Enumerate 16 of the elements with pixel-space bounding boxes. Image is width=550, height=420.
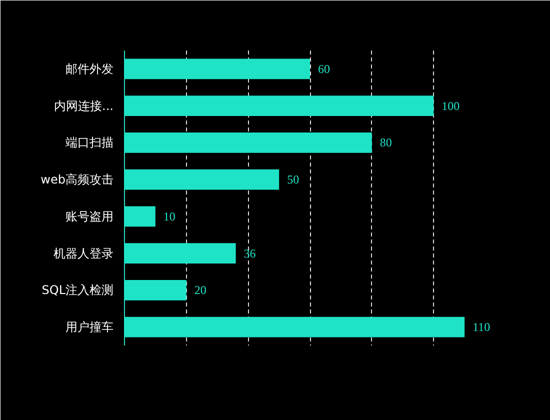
- data-label: 110: [472, 320, 490, 334]
- data-label: 50: [287, 172, 300, 187]
- data-label: 36: [244, 246, 256, 260]
- y-tick-label: 端口扫描: [66, 136, 114, 150]
- y-tick-label: 账号盗用: [66, 209, 114, 224]
- data-label: 20: [194, 283, 206, 298]
- y-tick-label: 内网连接...: [54, 98, 114, 113]
- data-label: 80: [380, 136, 392, 150]
- y-tick-label: web高频攻击: [40, 172, 114, 187]
- y-tick-label: SQL注入检测: [42, 283, 114, 298]
- y-tick-label: 用户撞车: [66, 320, 114, 334]
- y-tick-label: 机器人登录: [54, 246, 114, 260]
- data-label: 60: [318, 62, 330, 76]
- data-label: 10: [163, 209, 176, 224]
- y-tick-label: 邮件外发: [66, 62, 114, 76]
- data-label: 100: [442, 98, 460, 113]
